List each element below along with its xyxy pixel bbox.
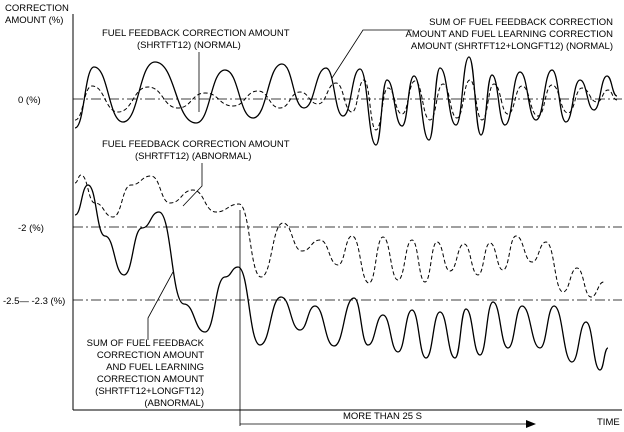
annotation-short-abnormal-line-1: FUEL FEEDBACK CORRECTION AMOUNT	[102, 139, 290, 150]
annotation-short-normal-line-2: (SHRTFT12) (NORMAL)	[137, 40, 241, 51]
annotation-sum-normal-line-2: AMOUNT AND FUEL LEARNING CORRECTION	[406, 29, 614, 40]
zero-reference-label: 0 (%)	[18, 95, 41, 106]
annotation-sum-abnormal-line-4: CORRECTION AMOUNT	[97, 374, 204, 385]
annotation-sum-abnormal-line-2: CORRECTION AMOUNT	[97, 350, 204, 361]
annotation-short-normal-line-1: FUEL FEEDBACK CORRECTION AMOUNT	[102, 28, 290, 39]
y-axis-label-line-1: CORRECTION	[5, 3, 69, 14]
duration-label: MORE THAN 25 S	[343, 411, 422, 422]
annotation-sum-normal-line-1: SUM OF FUEL FEEDBACK CORRECTION	[429, 17, 613, 28]
annotation-short-abnormal-line-2: (SHRTFT12) (ABNORMAL)	[135, 151, 251, 162]
short-term-abnormal-waveform	[74, 174, 605, 298]
annotation-sum-abnormal-line-5: (SHRTFT12+LONGFT12)	[95, 386, 204, 397]
y-axis-label-line-2: AMOUNT (%)	[5, 15, 63, 26]
duration-arrowhead-icon	[526, 420, 536, 428]
sum-abnormal-waveform	[74, 184, 609, 371]
sum-normal-waveform	[74, 56, 618, 146]
annotation-sum-abnormal-line-3: AND FUEL LEARNING	[106, 362, 204, 373]
leader-sum-normal	[331, 29, 412, 79]
annotation-sum-normal-line-3: AMOUNT (SHRTFT12+LONGFT12) (NORMAL)	[411, 41, 613, 52]
annotation-sum-abnormal-line-6: (ABNORMAL)	[144, 398, 204, 409]
leader-sum-abnormal	[147, 271, 174, 340]
range-reference-label: -2.5— -2.3 (%)	[3, 296, 65, 307]
minus-two-reference-label: -2 (%)	[18, 223, 44, 234]
short-term-normal-waveform	[74, 79, 618, 131]
annotation-sum-abnormal-line-1: SUM OF FUEL FEEDBACK	[87, 338, 205, 349]
leader-short-abnormal	[182, 163, 203, 207]
x-axis-label: TIME	[597, 417, 620, 428]
